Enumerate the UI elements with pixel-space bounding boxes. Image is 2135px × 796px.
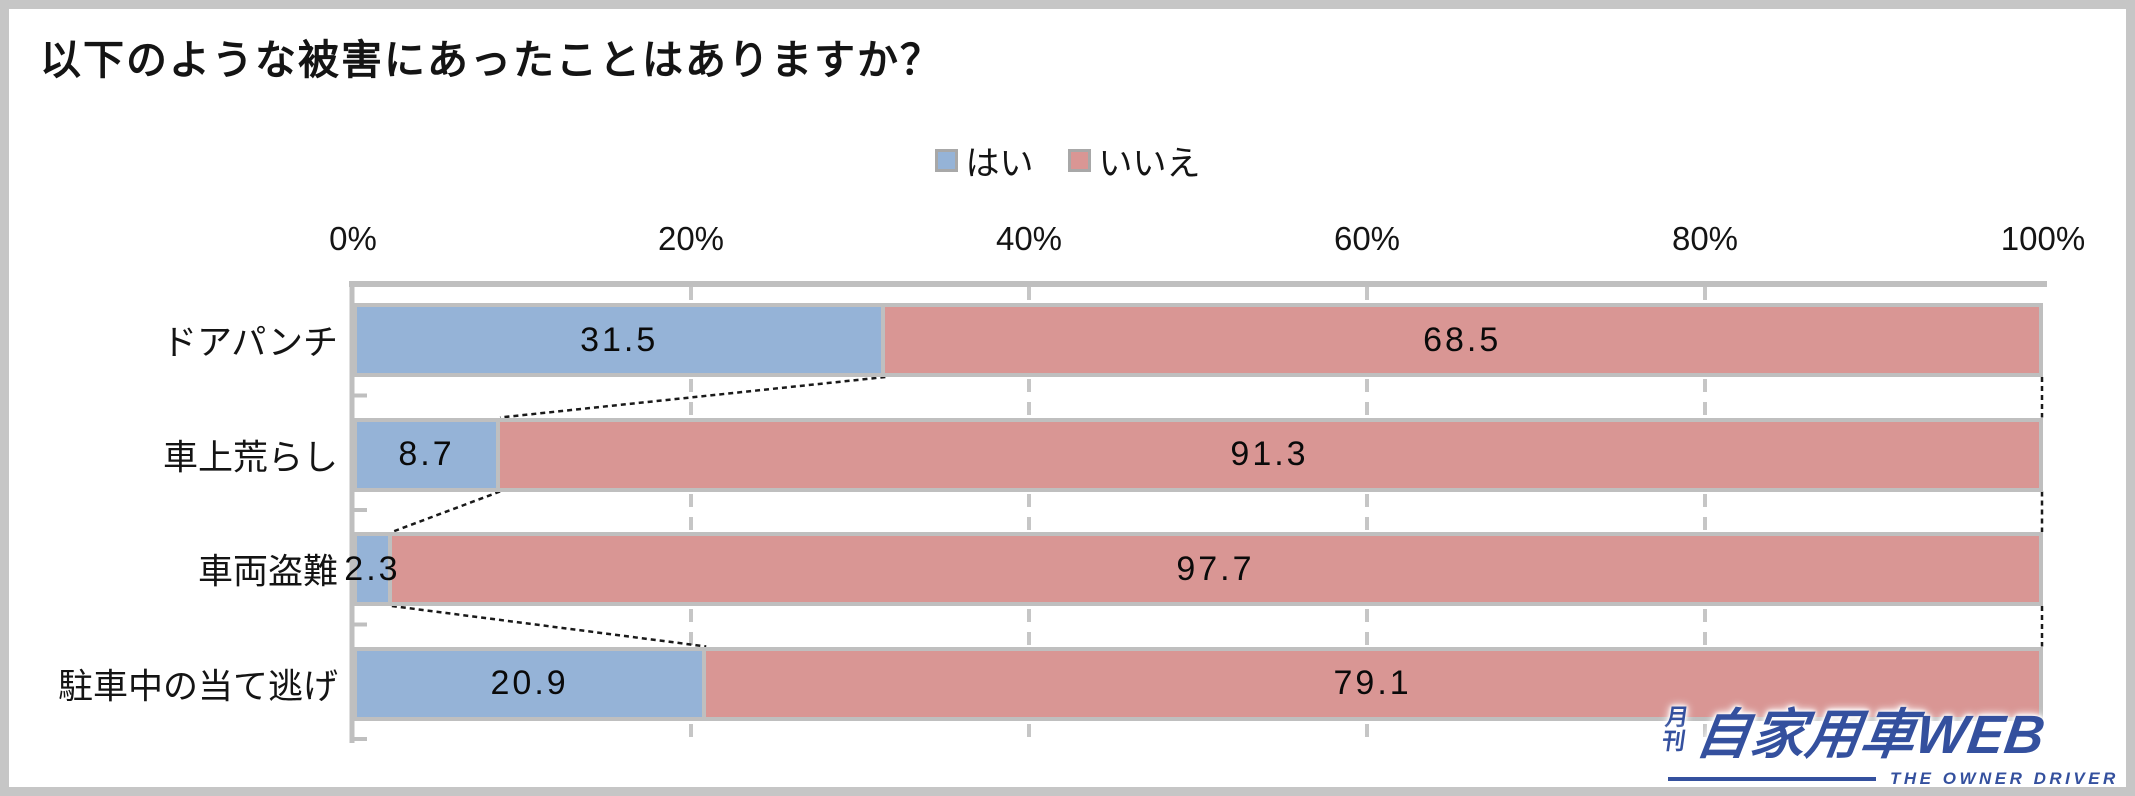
- data-label-no: 79.1: [1333, 664, 1412, 702]
- data-label-no: 97.7: [1176, 549, 1255, 588]
- legend-item-no: いいえ: [1067, 136, 1201, 185]
- bar-segment-no: 68.5: [881, 303, 2043, 377]
- category-label-theft: 車両盗難: [197, 552, 338, 592]
- bar-segment-yes: 8.7: [353, 417, 501, 492]
- axis-tick-20: 20%: [657, 220, 725, 257]
- axis-tick-80: 80%: [1671, 220, 1739, 257]
- bar-segment-no: 79.1: [702, 646, 2043, 721]
- legend: はい いいえ: [0, 136, 2135, 185]
- category-label-doorpunch: ドアパンチ: [161, 323, 338, 363]
- bar-segment-yes: 20.9: [353, 646, 707, 721]
- bar-row-theft: 2.3 97.7: [344, 532, 2043, 606]
- axis-tick-0: 0%: [329, 220, 377, 257]
- data-label-yes: 2.3: [344, 549, 401, 588]
- plot-area: 31.5 68.5 8.7 91.3 2.3 97.7 20.9: [344, 281, 2043, 739]
- legend-label-yes: はい: [965, 145, 1034, 183]
- bar-segment-yes: 31.5: [353, 303, 886, 377]
- legend-label-no: いいえ: [1098, 145, 1201, 183]
- category-label-break-in: 車上荒らし: [162, 438, 338, 477]
- logo-subtitle: THE OWNER DRIVER: [1890, 769, 2119, 788]
- bar-segment-no: 97.7: [387, 532, 2043, 606]
- bar-row-doorpunch: 31.5 68.5: [353, 303, 2043, 377]
- legend-marker-no-icon: [1067, 149, 1091, 172]
- data-label-yes: 20.9: [490, 664, 569, 702]
- legend-marker-yes-icon: [934, 149, 958, 172]
- data-label-no: 68.5: [1423, 320, 1502, 359]
- axis-tick-60: 60%: [1333, 220, 1401, 257]
- legend-item-yes: はい: [934, 136, 1034, 185]
- logo-main-text: 自家用車WEB: [1692, 705, 2050, 765]
- category-label-hit-and-run: 駐車中の当て逃げ: [57, 667, 338, 706]
- bar-row-break-in: 8.7 91.3: [353, 417, 2043, 492]
- data-label-yes: 31.5: [580, 320, 659, 359]
- bar-segment-no: 91.3: [496, 417, 2043, 492]
- data-label-yes: 8.7: [398, 435, 455, 473]
- axis-tick-40: 40%: [995, 220, 1063, 257]
- logo-underline: [1668, 777, 1876, 781]
- chart-title: 以下のような被害にあったことはありますか？: [40, 37, 943, 83]
- gekkan-jikayosha-web-logo: 月刊 自家用車WEB THE OWNER DRIVER: [1660, 690, 2124, 789]
- data-label-no: 91.3: [1230, 435, 1309, 473]
- axis-tick-100: 100%: [2000, 220, 2086, 257]
- logo-gekkan-text: 月刊: [1660, 704, 1691, 754]
- bar-row-hit-and-run: 20.9 79.1: [353, 646, 2043, 721]
- bar-segment-yes: 2.3: [344, 532, 398, 606]
